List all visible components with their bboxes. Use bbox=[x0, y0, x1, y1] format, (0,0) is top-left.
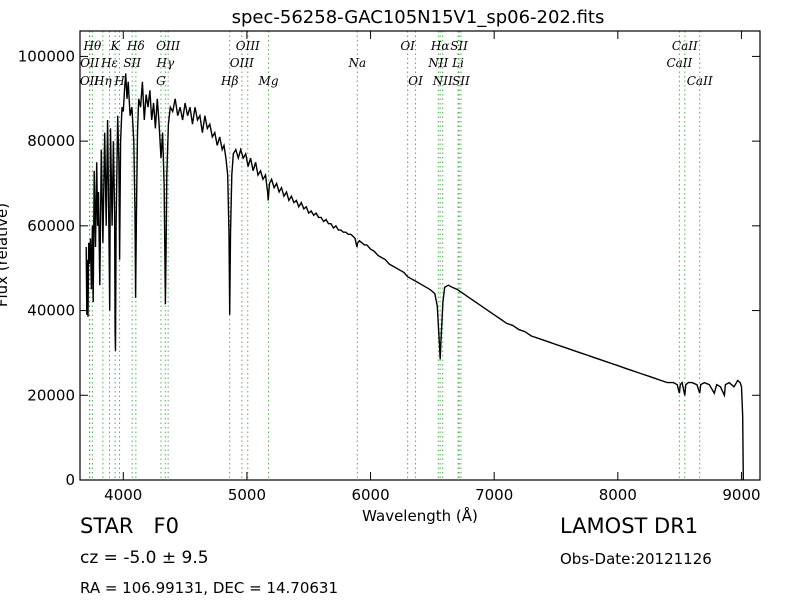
line-label-18: OI bbox=[408, 74, 423, 88]
line-label-15: Mg bbox=[258, 74, 279, 88]
x-tick-label-3: 7000 bbox=[475, 486, 513, 504]
emission-line-markers bbox=[89, 31, 701, 480]
object-class-type: STAR bbox=[80, 514, 134, 538]
line-label-16: Na bbox=[347, 56, 366, 70]
x-tick-label-2: 6000 bbox=[351, 486, 389, 504]
line-label-25: CaII bbox=[666, 56, 692, 70]
line-label-12: Hβ bbox=[220, 74, 238, 88]
line-label-5: K bbox=[110, 39, 121, 53]
line-label-4: Hε bbox=[100, 56, 118, 70]
line-label-19: NII bbox=[427, 56, 448, 70]
line-label-1: OII bbox=[80, 56, 100, 70]
x-tick-label-0: 4000 bbox=[104, 486, 142, 504]
line-label-10: Hγ bbox=[155, 56, 174, 70]
y-tick-label-3: 60000 bbox=[27, 217, 75, 235]
y-tick-label-4: 80000 bbox=[27, 132, 75, 150]
line-label-14: OIII bbox=[236, 39, 260, 53]
survey-name: LAMOST DR1 bbox=[560, 514, 699, 538]
line-label-6: H bbox=[113, 74, 125, 88]
observation-date: Obs-Date:20121126 bbox=[560, 550, 712, 568]
line-label-23: SII bbox=[450, 39, 468, 53]
line-label-13: OIII bbox=[230, 56, 254, 70]
x-tick-label-4: 8000 bbox=[599, 486, 637, 504]
x-tick-label-5: 9000 bbox=[722, 486, 760, 504]
line-label-2: Hθ bbox=[83, 39, 102, 53]
line-label-8: Hδ bbox=[126, 39, 145, 53]
object-subclass: F0 bbox=[153, 514, 179, 538]
y-tick-label-1: 20000 bbox=[27, 386, 75, 404]
y-tick-label-0: 0 bbox=[65, 471, 75, 489]
line-label-26: CaII bbox=[672, 39, 698, 53]
x-axis-label: Wavelength (Å) bbox=[362, 506, 478, 525]
line-label-7: SII bbox=[123, 56, 141, 70]
y-tick-label-5: 100000 bbox=[18, 47, 75, 65]
line-label-0: OII bbox=[80, 74, 100, 88]
y-axis-label: Flux (relative) bbox=[0, 203, 11, 307]
object-class: STAR F0 bbox=[80, 514, 179, 538]
line-label-20: Hα bbox=[430, 39, 450, 53]
emission-line-labels: OII OII Hθ Hη Hε K H SII Hδ G Hγ OIII Hβ OIII OIII Mg Na… bbox=[80, 39, 713, 88]
chart-title: spec-56258-GAC105N15V1_sp06-202.fits bbox=[232, 7, 605, 28]
coordinates: RA = 106.99131, DEC = 14.70631 bbox=[80, 579, 339, 597]
x-axis-ticks: 4000 5000 6000 7000 8000 9000 bbox=[104, 31, 761, 504]
plot-frame bbox=[79, 30, 761, 481]
line-label-3: Hη bbox=[93, 74, 112, 88]
line-label-9: G bbox=[156, 74, 166, 88]
line-label-11: OIII bbox=[156, 39, 180, 53]
flux-series-line bbox=[85, 73, 744, 481]
redshift-value: cz = -5.0 ± 9.5 bbox=[80, 548, 209, 568]
line-label-17: OI bbox=[400, 39, 415, 53]
y-axis-ticks: 0 20000 40000 60000 80000 100000 bbox=[18, 47, 760, 489]
line-label-27: CaII bbox=[687, 74, 713, 88]
x-tick-label-1: 5000 bbox=[228, 486, 266, 504]
line-label-22: Li bbox=[451, 56, 464, 70]
line-label-24: SII bbox=[452, 74, 470, 88]
line-label-21: NII bbox=[432, 74, 453, 88]
y-tick-label-2: 40000 bbox=[27, 302, 75, 320]
